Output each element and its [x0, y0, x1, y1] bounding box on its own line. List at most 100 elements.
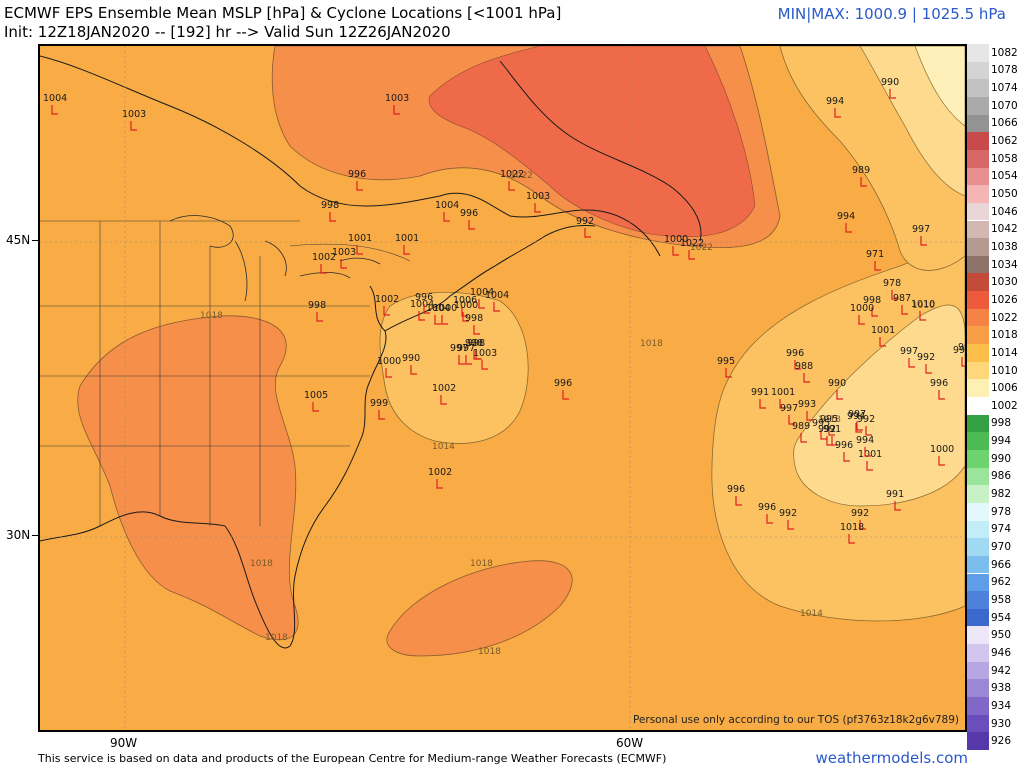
- cyclone-marker: 1002: [375, 294, 399, 316]
- brand-link[interactable]: weathermodels.com: [815, 749, 968, 767]
- low-symbol-icon: [418, 311, 425, 321]
- cyclone-pressure-label: 1010: [911, 299, 935, 310]
- cyclone-marker: 1006: [453, 295, 477, 317]
- cyclone-pressure-label: 992: [779, 508, 797, 519]
- cyclone-pressure-label: 988: [795, 361, 813, 372]
- colorbar-swatch: [967, 202, 989, 221]
- low-symbol-icon: [584, 228, 591, 238]
- colorbar-level: 1010: [967, 361, 1023, 380]
- colorbar-label: 950: [989, 626, 1023, 645]
- cyclone-pressure-label: 995: [812, 418, 830, 429]
- cyclone-marker: 997: [780, 403, 798, 425]
- colorbar-label: 1022: [989, 308, 1023, 327]
- cyclone-marker: 1010: [911, 299, 935, 321]
- cyclone-pressure-label: 996: [786, 348, 804, 359]
- cyclone-marker: 1001: [771, 387, 795, 409]
- cyclone-pressure-label: 994: [856, 435, 874, 446]
- colorbar-level: 1038: [967, 238, 1023, 256]
- cyclone-pressure-label: 996: [727, 484, 745, 495]
- cyclone-pressure-label: 998: [465, 313, 483, 324]
- low-symbol-icon: [828, 426, 835, 436]
- cyclone-pressure-label: 989: [792, 421, 810, 432]
- colorbar-swatch: [967, 732, 989, 750]
- colorbar-label: 938: [989, 679, 1023, 698]
- cyclone-pressure-label: 1003: [122, 109, 146, 120]
- isobar-label: 1018: [478, 647, 501, 657]
- colorbar-swatch: [967, 414, 989, 433]
- pressure-colorbar: 1082 1078 1074 1070 1066 1062 1058 1054 1050 1046…: [967, 44, 1023, 750]
- colorbar-level: 962: [967, 573, 1023, 592]
- colorbar-swatch: [967, 520, 989, 539]
- cyclone-marker: 1000: [454, 300, 478, 322]
- cyclone-pressure-label: 1000: [377, 356, 401, 367]
- isobar-label: 1018: [200, 311, 223, 321]
- colorbar-level: 1054: [967, 167, 1023, 186]
- cyclone-pressure-label: 995: [717, 356, 735, 367]
- colorbar-label: 946: [989, 644, 1023, 662]
- colorbar-label: 974: [989, 520, 1023, 539]
- cyclone-pressure-label: 971: [866, 249, 884, 260]
- colorbar-label: 958: [989, 591, 1023, 609]
- colorbar-label: 1058: [989, 149, 1023, 168]
- colorbar-label: 1026: [989, 291, 1023, 309]
- field-1014-coastal: [379, 291, 529, 444]
- low-symbol-icon: [856, 421, 863, 431]
- cyclone-marker: 992: [818, 424, 836, 446]
- cyclone-pressure-label: 998: [467, 338, 485, 349]
- political-borders: [40, 220, 411, 526]
- colorbar-swatch: [967, 467, 989, 486]
- colorbar-level: 990: [967, 449, 1023, 468]
- low-symbol-icon: [443, 212, 450, 222]
- cyclone-marker: 994: [837, 211, 855, 233]
- colorbar-label: 1062: [989, 132, 1023, 150]
- map-panel[interactable]: 1022 1022 1018 1018 1018 1018 1018 1018 1014 1014…: [38, 44, 967, 732]
- colorbar-level: 934: [967, 697, 1023, 715]
- colorbar-label: 962: [989, 573, 1023, 592]
- low-symbol-icon: [403, 245, 410, 255]
- low-symbol-icon: [759, 399, 766, 409]
- cyclone-marker: 1004: [470, 287, 494, 309]
- colorbar-label: 1002: [989, 397, 1023, 415]
- low-symbol-icon: [423, 304, 430, 314]
- colorbar-swatch: [967, 132, 989, 150]
- mslp-map[interactable]: 1022102210181018101810181018101810141014…: [40, 46, 965, 730]
- low-symbol-icon: [860, 177, 867, 187]
- cyclone-marker: 992: [851, 508, 869, 530]
- cyclone-pressure-label: 998: [308, 300, 326, 311]
- colorbar-level: 1078: [967, 61, 1023, 80]
- cyclone-pressure-label: 990: [402, 353, 420, 364]
- colorbar-swatch: [967, 573, 989, 592]
- isobar-label: 1018: [265, 633, 288, 643]
- colorbar-level: 942: [967, 661, 1023, 680]
- cyclone-pressure-label: 1018: [840, 522, 864, 533]
- cyclone-marker: 995: [812, 418, 830, 440]
- cyclone-marker: 996: [930, 378, 948, 400]
- colorbar-swatch: [967, 344, 989, 362]
- low-symbol-icon: [356, 181, 363, 191]
- colorbar-label: 990: [989, 449, 1023, 468]
- low-symbol-icon: [779, 399, 786, 409]
- cyclone-pressure-label: 999: [370, 398, 388, 409]
- colorbar-level: 966: [967, 555, 1023, 574]
- colorbar-level: 1018: [967, 326, 1023, 345]
- low-symbol-icon: [866, 461, 873, 471]
- low-symbol-icon: [787, 520, 794, 530]
- cyclone-marker: 1001: [348, 233, 372, 255]
- low-symbol-icon: [800, 433, 807, 443]
- low-symbol-icon: [874, 261, 881, 271]
- colorbar-swatch: [967, 697, 989, 715]
- cyclone-marker: 1003: [473, 348, 497, 370]
- cyclone-marker: 992: [576, 216, 594, 238]
- colorbar-label: 954: [989, 608, 1023, 627]
- colorbar-level: 930: [967, 714, 1023, 733]
- colorbar-level: 1030: [967, 273, 1023, 292]
- cyclone-pressure-label: 994: [847, 411, 865, 422]
- cyclone-marker: 993: [798, 399, 816, 421]
- colorbar-label: 998: [989, 414, 1023, 433]
- minmax-readout: MIN|MAX: 1000.9 | 1025.5 hPa: [777, 5, 1006, 23]
- great-lakes: [169, 215, 381, 302]
- cyclone-marker: 994: [953, 345, 965, 367]
- cyclone-pressure-label: 1004: [470, 287, 494, 298]
- colorbar-level: 986: [967, 467, 1023, 486]
- colorbar-label: 1010: [989, 361, 1023, 380]
